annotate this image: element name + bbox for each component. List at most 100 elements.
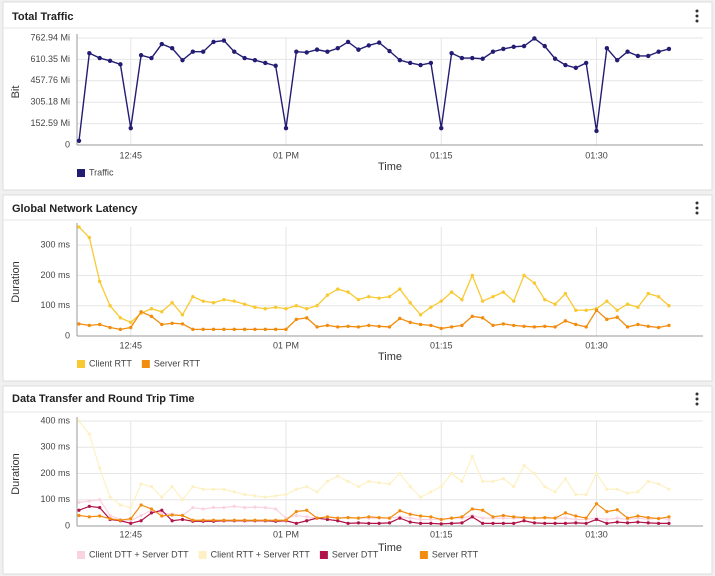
data-point [646, 291, 650, 296]
data-point [98, 279, 102, 284]
data-point [470, 273, 474, 278]
data-point [481, 516, 485, 520]
data-point [263, 327, 267, 332]
data-point [512, 485, 516, 489]
data-point [336, 325, 340, 329]
series-line [78, 502, 670, 521]
data-point [480, 56, 485, 61]
y-tick-label: 200 ms [40, 468, 70, 478]
data-point [491, 521, 495, 525]
data-point [646, 521, 650, 525]
data-point [460, 515, 464, 519]
data-point [211, 506, 216, 510]
data-point [356, 485, 361, 489]
data-point [336, 519, 340, 523]
data-point [522, 464, 526, 468]
data-point [253, 327, 257, 332]
x-tick-label: 01 PM [273, 529, 299, 539]
y-tick-label: 610.35 Mi [30, 54, 70, 64]
data-point [305, 316, 309, 320]
x-tick-label: 12:45 [119, 340, 142, 350]
data-point [336, 474, 340, 478]
data-point [522, 516, 526, 520]
x-tick-label: 01:15 [430, 150, 453, 160]
data-point [149, 307, 154, 311]
data-point [563, 511, 568, 515]
data-point [263, 495, 267, 499]
data-point [429, 305, 433, 309]
data-point [470, 314, 474, 319]
data-point [625, 49, 630, 54]
data-point [221, 38, 227, 43]
menu-icon[interactable] [695, 392, 699, 406]
menu-icon[interactable] [695, 9, 699, 23]
data-point [377, 296, 381, 300]
x-tick-label: 01:30 [585, 340, 608, 350]
data-point [605, 521, 609, 525]
data-point [160, 322, 164, 327]
data-point [408, 520, 412, 524]
data-point [418, 322, 423, 327]
data-point [273, 327, 278, 332]
data-point [98, 506, 102, 510]
data-point [98, 514, 102, 518]
data-point [574, 517, 578, 522]
chart-title: Data Transfer and Round Trip Time [12, 393, 195, 405]
data-point [501, 322, 506, 326]
data-point [470, 507, 474, 511]
x-tick-label: 01:15 [430, 529, 453, 539]
x-axis-title: Time [378, 351, 402, 363]
y-tick-label: 100 ms [40, 300, 70, 310]
data-point [408, 300, 412, 305]
x-axis-title: Time [378, 542, 402, 554]
data-point [636, 514, 640, 518]
data-point [449, 50, 454, 56]
y-tick-label: 0 [65, 520, 70, 530]
data-point [222, 506, 226, 510]
data-point [418, 517, 423, 522]
data-point [418, 313, 423, 317]
data-point [294, 304, 299, 308]
data-point [377, 481, 381, 485]
legend-swatch [198, 551, 207, 559]
data-point [346, 324, 350, 329]
data-point [253, 505, 257, 509]
data-point [170, 519, 174, 523]
data-point [646, 53, 651, 59]
y-tick-label: 152.59 Mi [30, 118, 70, 128]
data-point [108, 495, 112, 499]
menu-icon[interactable] [695, 201, 699, 215]
data-point [305, 485, 309, 489]
data-point [305, 307, 309, 311]
x-tick-label: 01 PM [273, 150, 299, 160]
data-point [87, 235, 92, 240]
legend-swatch [419, 551, 428, 559]
data-point [139, 503, 143, 507]
y-tick-label: 400 ms [40, 415, 70, 425]
data-point [253, 494, 257, 498]
data-point [512, 515, 516, 519]
data-point [636, 305, 640, 309]
data-point [429, 323, 433, 328]
data-point [574, 322, 578, 327]
data-point [211, 300, 216, 305]
data-point [574, 492, 578, 497]
data-point [491, 479, 495, 483]
data-point [532, 281, 537, 285]
series-line [78, 309, 670, 330]
y-axis-title: Duration [10, 453, 22, 495]
data-point [211, 39, 216, 45]
data-point [314, 47, 320, 52]
legend-swatch [141, 360, 150, 368]
data-point [491, 294, 495, 299]
legend-swatch [77, 551, 85, 559]
data-point [190, 49, 196, 54]
data-point [439, 299, 443, 303]
data-point [108, 304, 112, 308]
data-point [222, 518, 226, 522]
legend-swatch [77, 169, 85, 177]
data-point [139, 482, 143, 486]
data-point [387, 48, 392, 54]
data-point [625, 325, 630, 329]
data-point [118, 503, 122, 507]
